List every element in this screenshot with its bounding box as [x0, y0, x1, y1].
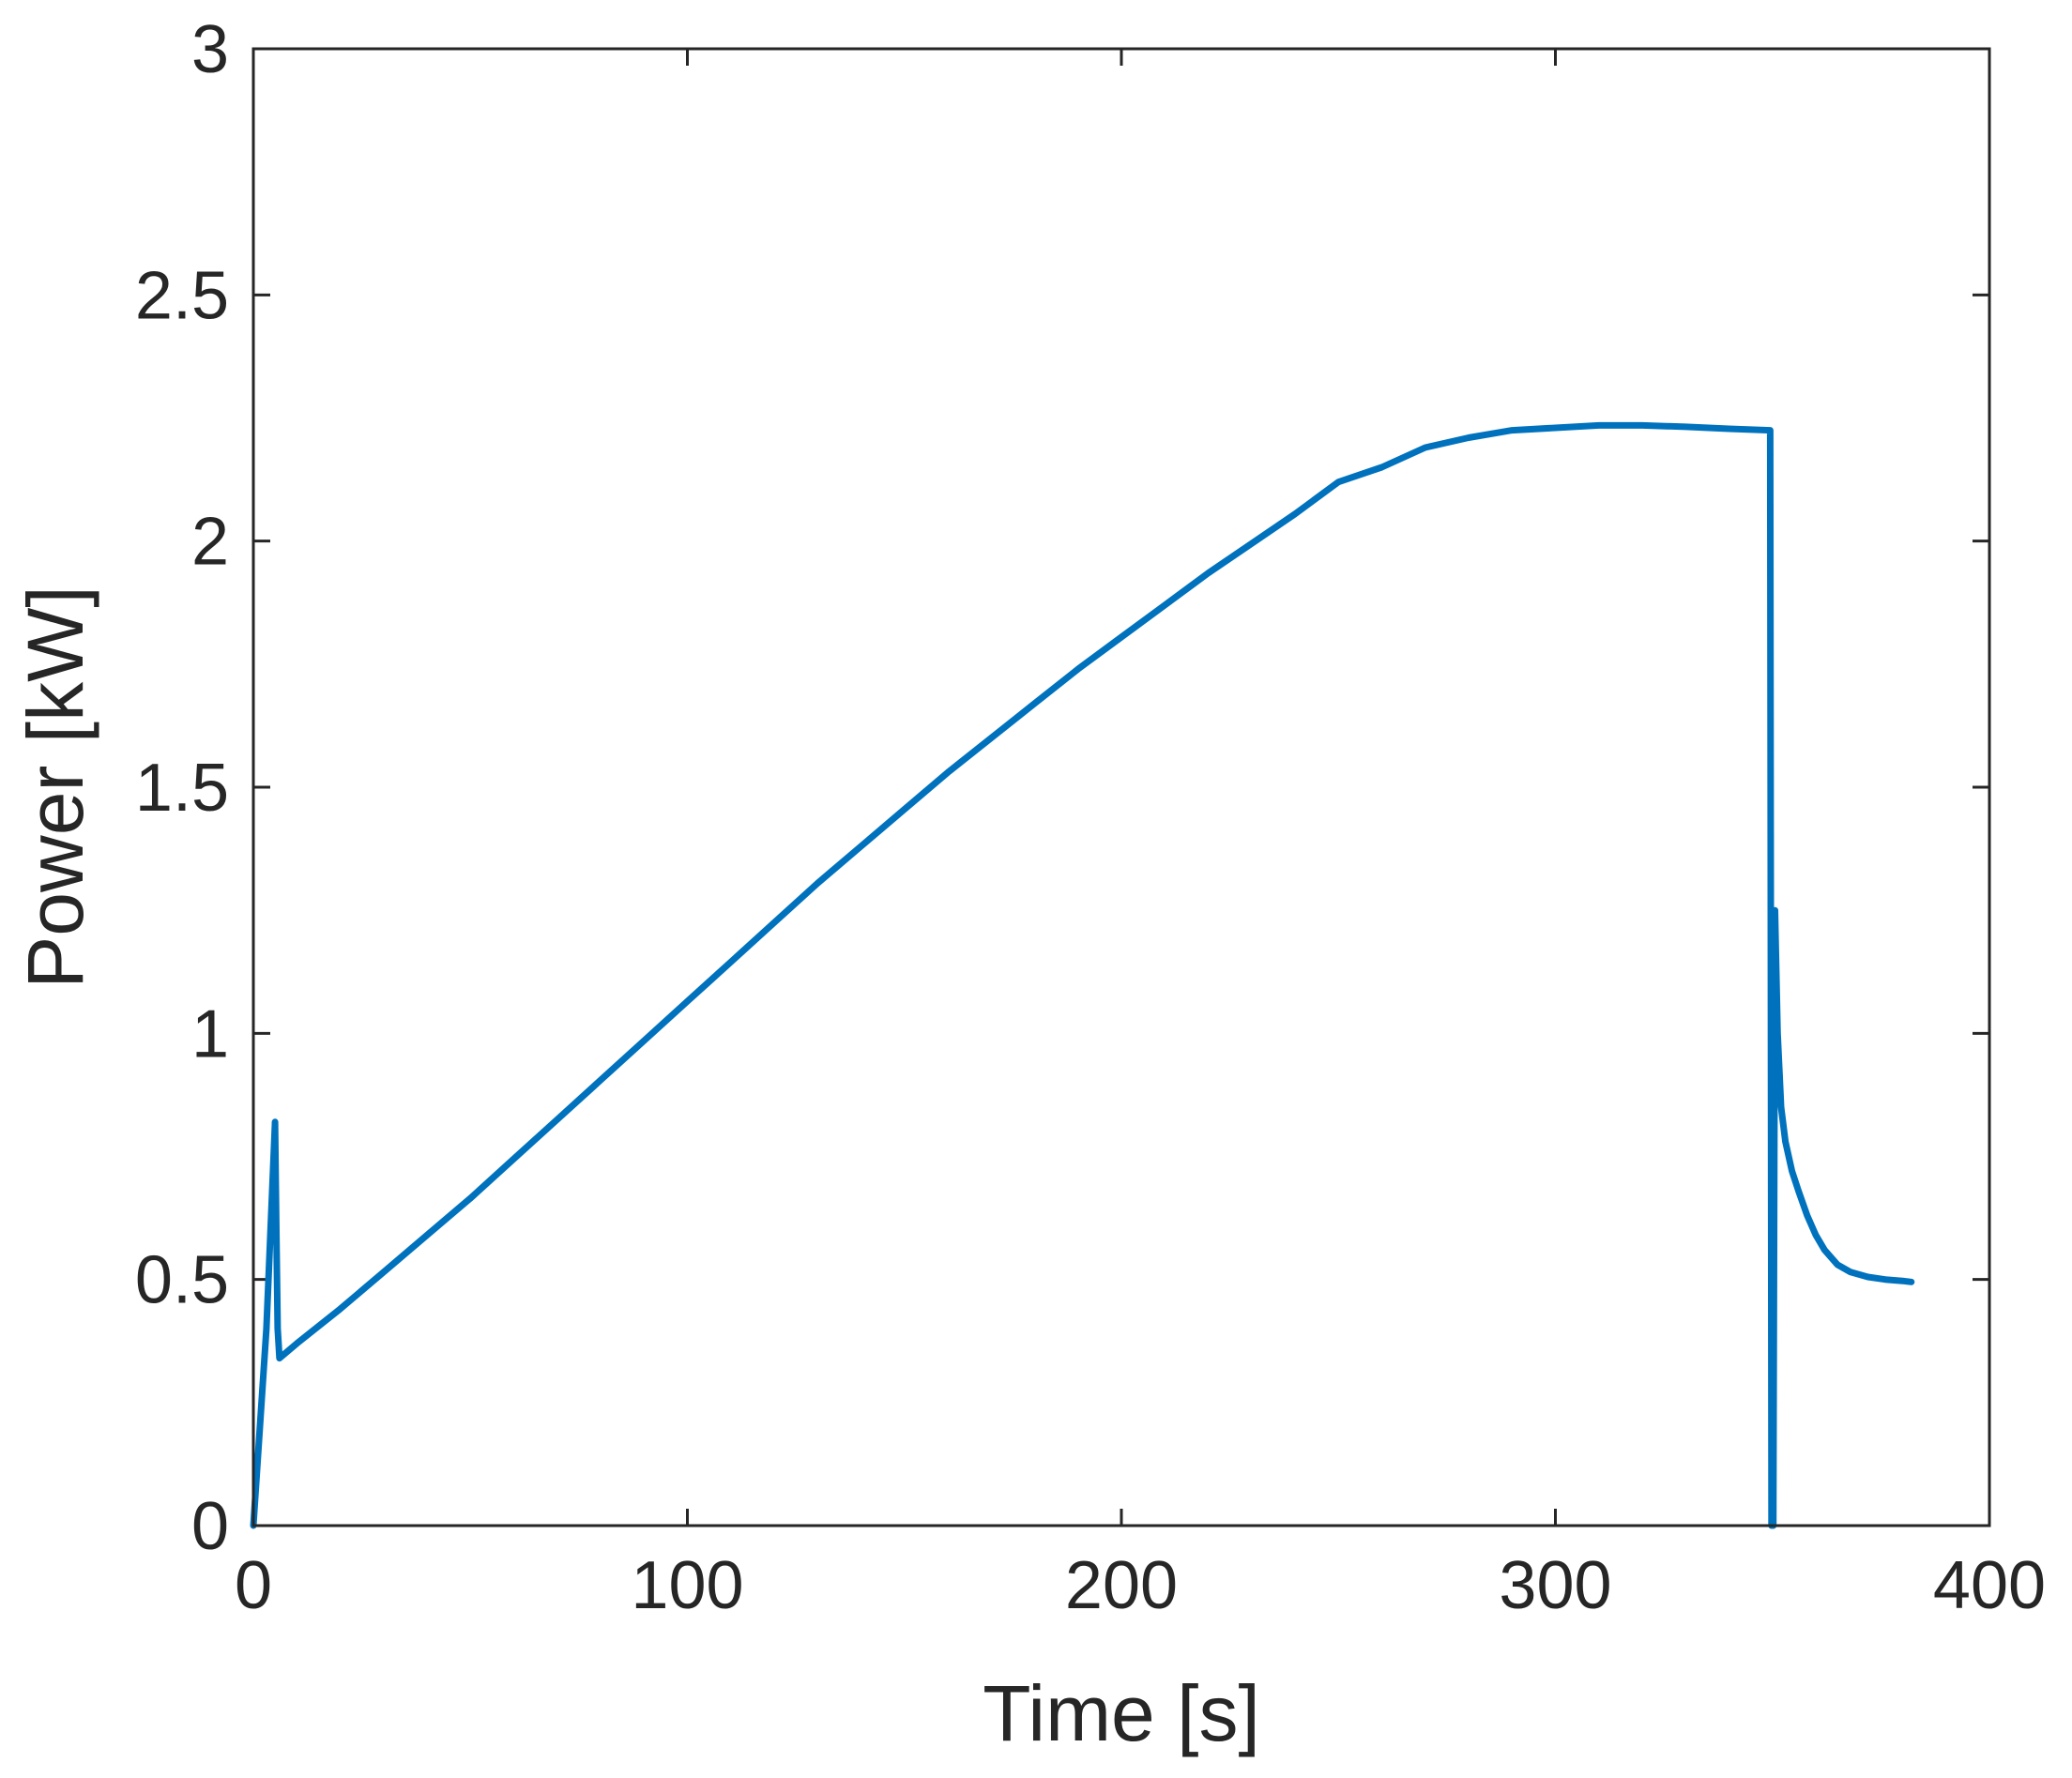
x-tick-label: 0 — [235, 1548, 272, 1623]
y-tick-label: 2 — [191, 505, 229, 580]
y-axis-label: Power [kW] — [11, 585, 99, 988]
x-tick-label: 100 — [631, 1548, 743, 1623]
series-line — [250, 421, 1915, 1529]
y-tick-label: 1 — [191, 996, 229, 1071]
y-tick-label: 0 — [191, 1489, 229, 1564]
x-tick-label: 400 — [1933, 1548, 2046, 1623]
y-tick-label: 2.5 — [135, 258, 229, 333]
x-axis-label: Time [s] — [983, 1669, 1260, 1757]
y-tick-label: 0.5 — [135, 1243, 229, 1318]
y-tick-label: 3 — [191, 12, 229, 87]
tick-labels: 0 100 200 300 400 0 0.5 1 1.5 2 2.5 3 — [135, 12, 2046, 1623]
y-tick-label: 1.5 — [135, 751, 229, 826]
series — [250, 421, 1915, 1529]
plot-frame — [251, 47, 1991, 1527]
x-tick-label: 200 — [1065, 1548, 1178, 1623]
x-tick-label: 300 — [1499, 1548, 1611, 1623]
